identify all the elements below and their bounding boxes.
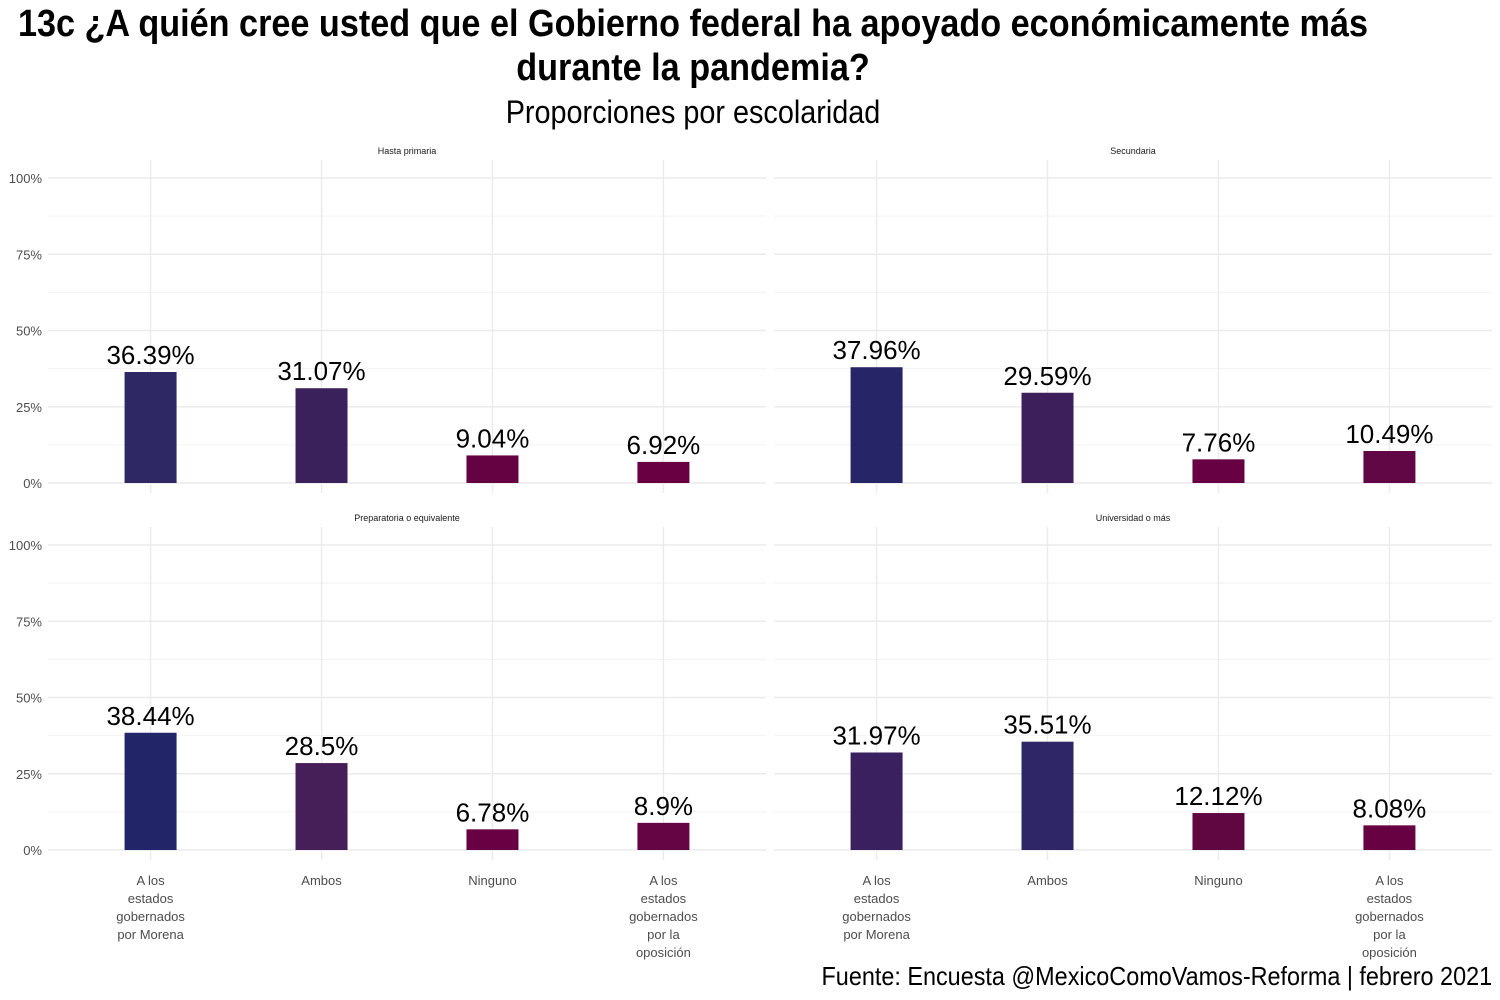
value-label: 38.44% [106, 701, 194, 731]
chart-title: 13c ¿A quién cree usted que el Gobierno … [17, 3, 1369, 89]
bar [124, 372, 177, 483]
x-tick-label: A los [862, 873, 891, 888]
x-tick-label: A los [1375, 873, 1404, 888]
x-tick-label: gobernados [629, 909, 698, 924]
bar [295, 388, 348, 483]
bar [850, 752, 903, 850]
value-label: 29.59% [1003, 361, 1091, 391]
y-tick-label: 50% [16, 691, 42, 706]
x-tick-label: Ninguno [1194, 873, 1242, 888]
value-label: 37.96% [832, 335, 920, 365]
value-label: 36.39% [106, 340, 194, 370]
y-tick-label: 0% [23, 476, 42, 491]
x-tick-label: por la [1373, 927, 1406, 942]
bar [1192, 459, 1245, 483]
x-tick-label: Ambos [301, 873, 342, 888]
bar [850, 367, 903, 483]
value-label: 6.78% [456, 797, 530, 827]
x-tick-label: gobernados [1355, 909, 1424, 924]
value-label: 35.51% [1003, 710, 1091, 740]
value-label: 7.76% [1182, 427, 1256, 457]
bar [1192, 813, 1245, 850]
x-tick-label: Ambos [1027, 873, 1068, 888]
x-tick-label: gobernados [116, 909, 185, 924]
source-caption: Fuente: Encuesta @MexicoComoVamos-Reform… [821, 961, 1492, 991]
x-tick-label: estados [128, 891, 174, 906]
x-tick-label: estados [1367, 891, 1413, 906]
y-tick-label: 25% [16, 767, 42, 782]
bar [637, 822, 690, 850]
bar [295, 763, 348, 850]
x-tick-label: estados [641, 891, 687, 906]
y-tick-label: 0% [23, 843, 42, 858]
x-tick-label: A los [649, 873, 678, 888]
chart-subtitle: Proporciones por escolaridad [505, 94, 881, 130]
x-tick-label: Ninguno [468, 873, 516, 888]
y-tick-label: 100% [9, 538, 43, 553]
x-tick-label: por Morena [843, 927, 910, 942]
bar [1363, 451, 1416, 483]
value-label: 6.92% [627, 430, 701, 460]
y-tick-label: 25% [16, 400, 42, 415]
value-label: 8.08% [1353, 793, 1427, 823]
bar [466, 829, 519, 850]
value-label: 9.04% [456, 423, 530, 453]
y-tick-label: 75% [16, 247, 42, 262]
value-label: 8.9% [634, 791, 693, 821]
bar [124, 732, 177, 850]
panel-title: Hasta primaria [378, 146, 437, 156]
x-tick-label: oposición [1362, 945, 1417, 960]
panel-title: Secundaria [1110, 146, 1156, 156]
x-tick-label: A los [136, 873, 165, 888]
bar [637, 461, 690, 483]
x-tick-label: gobernados [842, 909, 911, 924]
x-tick-label: oposición [636, 945, 691, 960]
panel-title: Universidad o más [1096, 513, 1171, 523]
value-label: 31.07% [277, 356, 365, 386]
value-label: 31.97% [832, 720, 920, 750]
x-tick-label: por la [647, 927, 680, 942]
y-tick-label: 75% [16, 614, 42, 629]
bar [1021, 741, 1074, 850]
y-tick-label: 50% [16, 324, 42, 339]
x-tick-label: estados [854, 891, 900, 906]
x-tick-label: por Morena [117, 927, 184, 942]
bar [1363, 825, 1416, 850]
bar [1021, 392, 1074, 483]
value-label: 12.12% [1174, 781, 1262, 811]
panel-title: Preparatoria o equivalente [354, 513, 460, 523]
bar [466, 455, 519, 483]
value-label: 10.49% [1345, 419, 1433, 449]
y-tick-label: 100% [9, 171, 43, 186]
value-label: 28.5% [285, 731, 359, 761]
